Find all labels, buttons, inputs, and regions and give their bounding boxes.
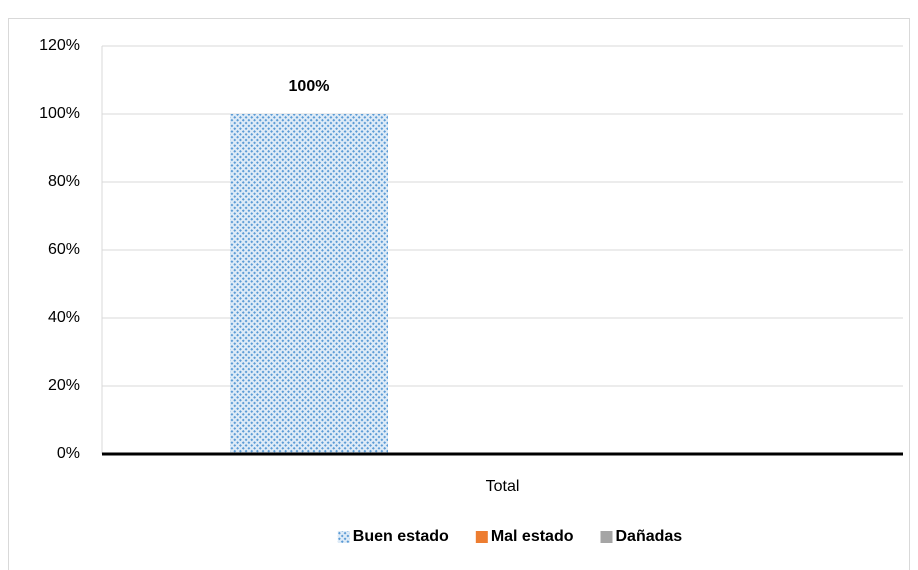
legend-label: Mal estado	[491, 528, 574, 545]
legend-label: Buen estado	[353, 528, 449, 545]
y-tick-label: 60%	[48, 241, 80, 258]
legend-swatch	[600, 531, 613, 543]
y-tick-label: 20%	[48, 377, 80, 394]
y-tick-label: 100%	[39, 105, 80, 122]
legend-label: Dañadas	[616, 528, 683, 545]
legend-swatch	[475, 531, 488, 543]
data-label: 100%	[289, 78, 330, 95]
x-tick-label: Total	[486, 478, 520, 495]
bar	[230, 114, 388, 454]
chart-border	[8, 18, 910, 570]
y-tick-label: 120%	[39, 37, 80, 54]
legend-swatch	[337, 531, 350, 543]
y-tick-label: 0%	[57, 445, 80, 462]
y-tick-label: 80%	[48, 173, 80, 190]
y-tick-label: 40%	[48, 309, 80, 326]
